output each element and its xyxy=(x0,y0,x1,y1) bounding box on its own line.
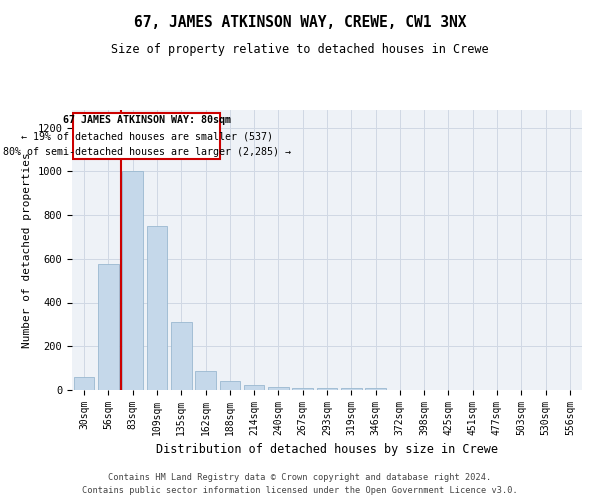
X-axis label: Distribution of detached houses by size in Crewe: Distribution of detached houses by size … xyxy=(156,444,498,456)
Bar xyxy=(341,388,362,390)
Text: Contains HM Land Registry data © Crown copyright and database right 2024.: Contains HM Land Registry data © Crown c… xyxy=(109,472,491,482)
Bar xyxy=(171,322,191,390)
Bar xyxy=(220,381,240,390)
Text: 67 JAMES ATKINSON WAY: 80sqm: 67 JAMES ATKINSON WAY: 80sqm xyxy=(62,115,230,125)
Bar xyxy=(365,388,386,390)
Text: 80% of semi-detached houses are larger (2,285) →: 80% of semi-detached houses are larger (… xyxy=(2,146,290,156)
Bar xyxy=(98,264,119,390)
Text: 67, JAMES ATKINSON WAY, CREWE, CW1 3NX: 67, JAMES ATKINSON WAY, CREWE, CW1 3NX xyxy=(134,15,466,30)
Bar xyxy=(74,377,94,390)
Text: Contains public sector information licensed under the Open Government Licence v3: Contains public sector information licen… xyxy=(82,486,518,495)
Y-axis label: Number of detached properties: Number of detached properties xyxy=(22,152,32,348)
Bar xyxy=(268,386,289,390)
FancyBboxPatch shape xyxy=(73,114,220,159)
Bar xyxy=(195,372,216,390)
Bar xyxy=(122,171,143,390)
Text: ← 19% of detached houses are smaller (537): ← 19% of detached houses are smaller (53… xyxy=(20,131,272,141)
Bar xyxy=(146,226,167,390)
Bar xyxy=(317,388,337,390)
Text: Size of property relative to detached houses in Crewe: Size of property relative to detached ho… xyxy=(111,42,489,56)
Bar xyxy=(244,384,265,390)
Bar xyxy=(292,388,313,390)
